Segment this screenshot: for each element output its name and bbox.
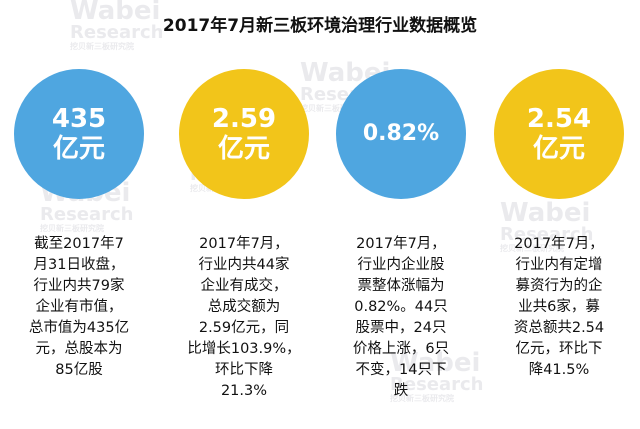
stat-value: 2.54: [526, 104, 592, 134]
stat-description: 2017年7月， 行业内企业股 票整体涨幅为 0.82%。44只 股票中，24只…: [352, 236, 450, 399]
page-title: 2017年7月新三板环境治理行业数据概览: [162, 16, 478, 36]
stat-unit: 亿元: [532, 134, 585, 164]
stat-description: 2017年7月， 行业内有定增 募资行为的企 业共6家，募 资总额共2.54 亿…: [513, 236, 605, 378]
stat-unit: 亿元: [52, 134, 105, 164]
stat-value: 0.82%: [362, 121, 440, 146]
stat-circle-price-change: 0.82%: [336, 69, 466, 199]
stat-circle-turnover: 2.59 亿元: [179, 69, 309, 199]
stat-value: 435: [51, 104, 107, 134]
stat-circle-placement: 2.54 亿元: [494, 69, 624, 199]
stat-unit: 亿元: [217, 134, 270, 164]
stat-value: 2.59: [211, 104, 277, 134]
stat-description: 截至2017年7 月31日收盘， 行业内共79家 企业有市值， 总市值为435亿…: [28, 236, 130, 378]
stat-description: 2017年7月， 行业内共44家 企业有成交， 总成交额为 2.59亿元，同 比…: [187, 236, 301, 399]
stat-circle-market-value: 435 亿元: [14, 69, 144, 199]
